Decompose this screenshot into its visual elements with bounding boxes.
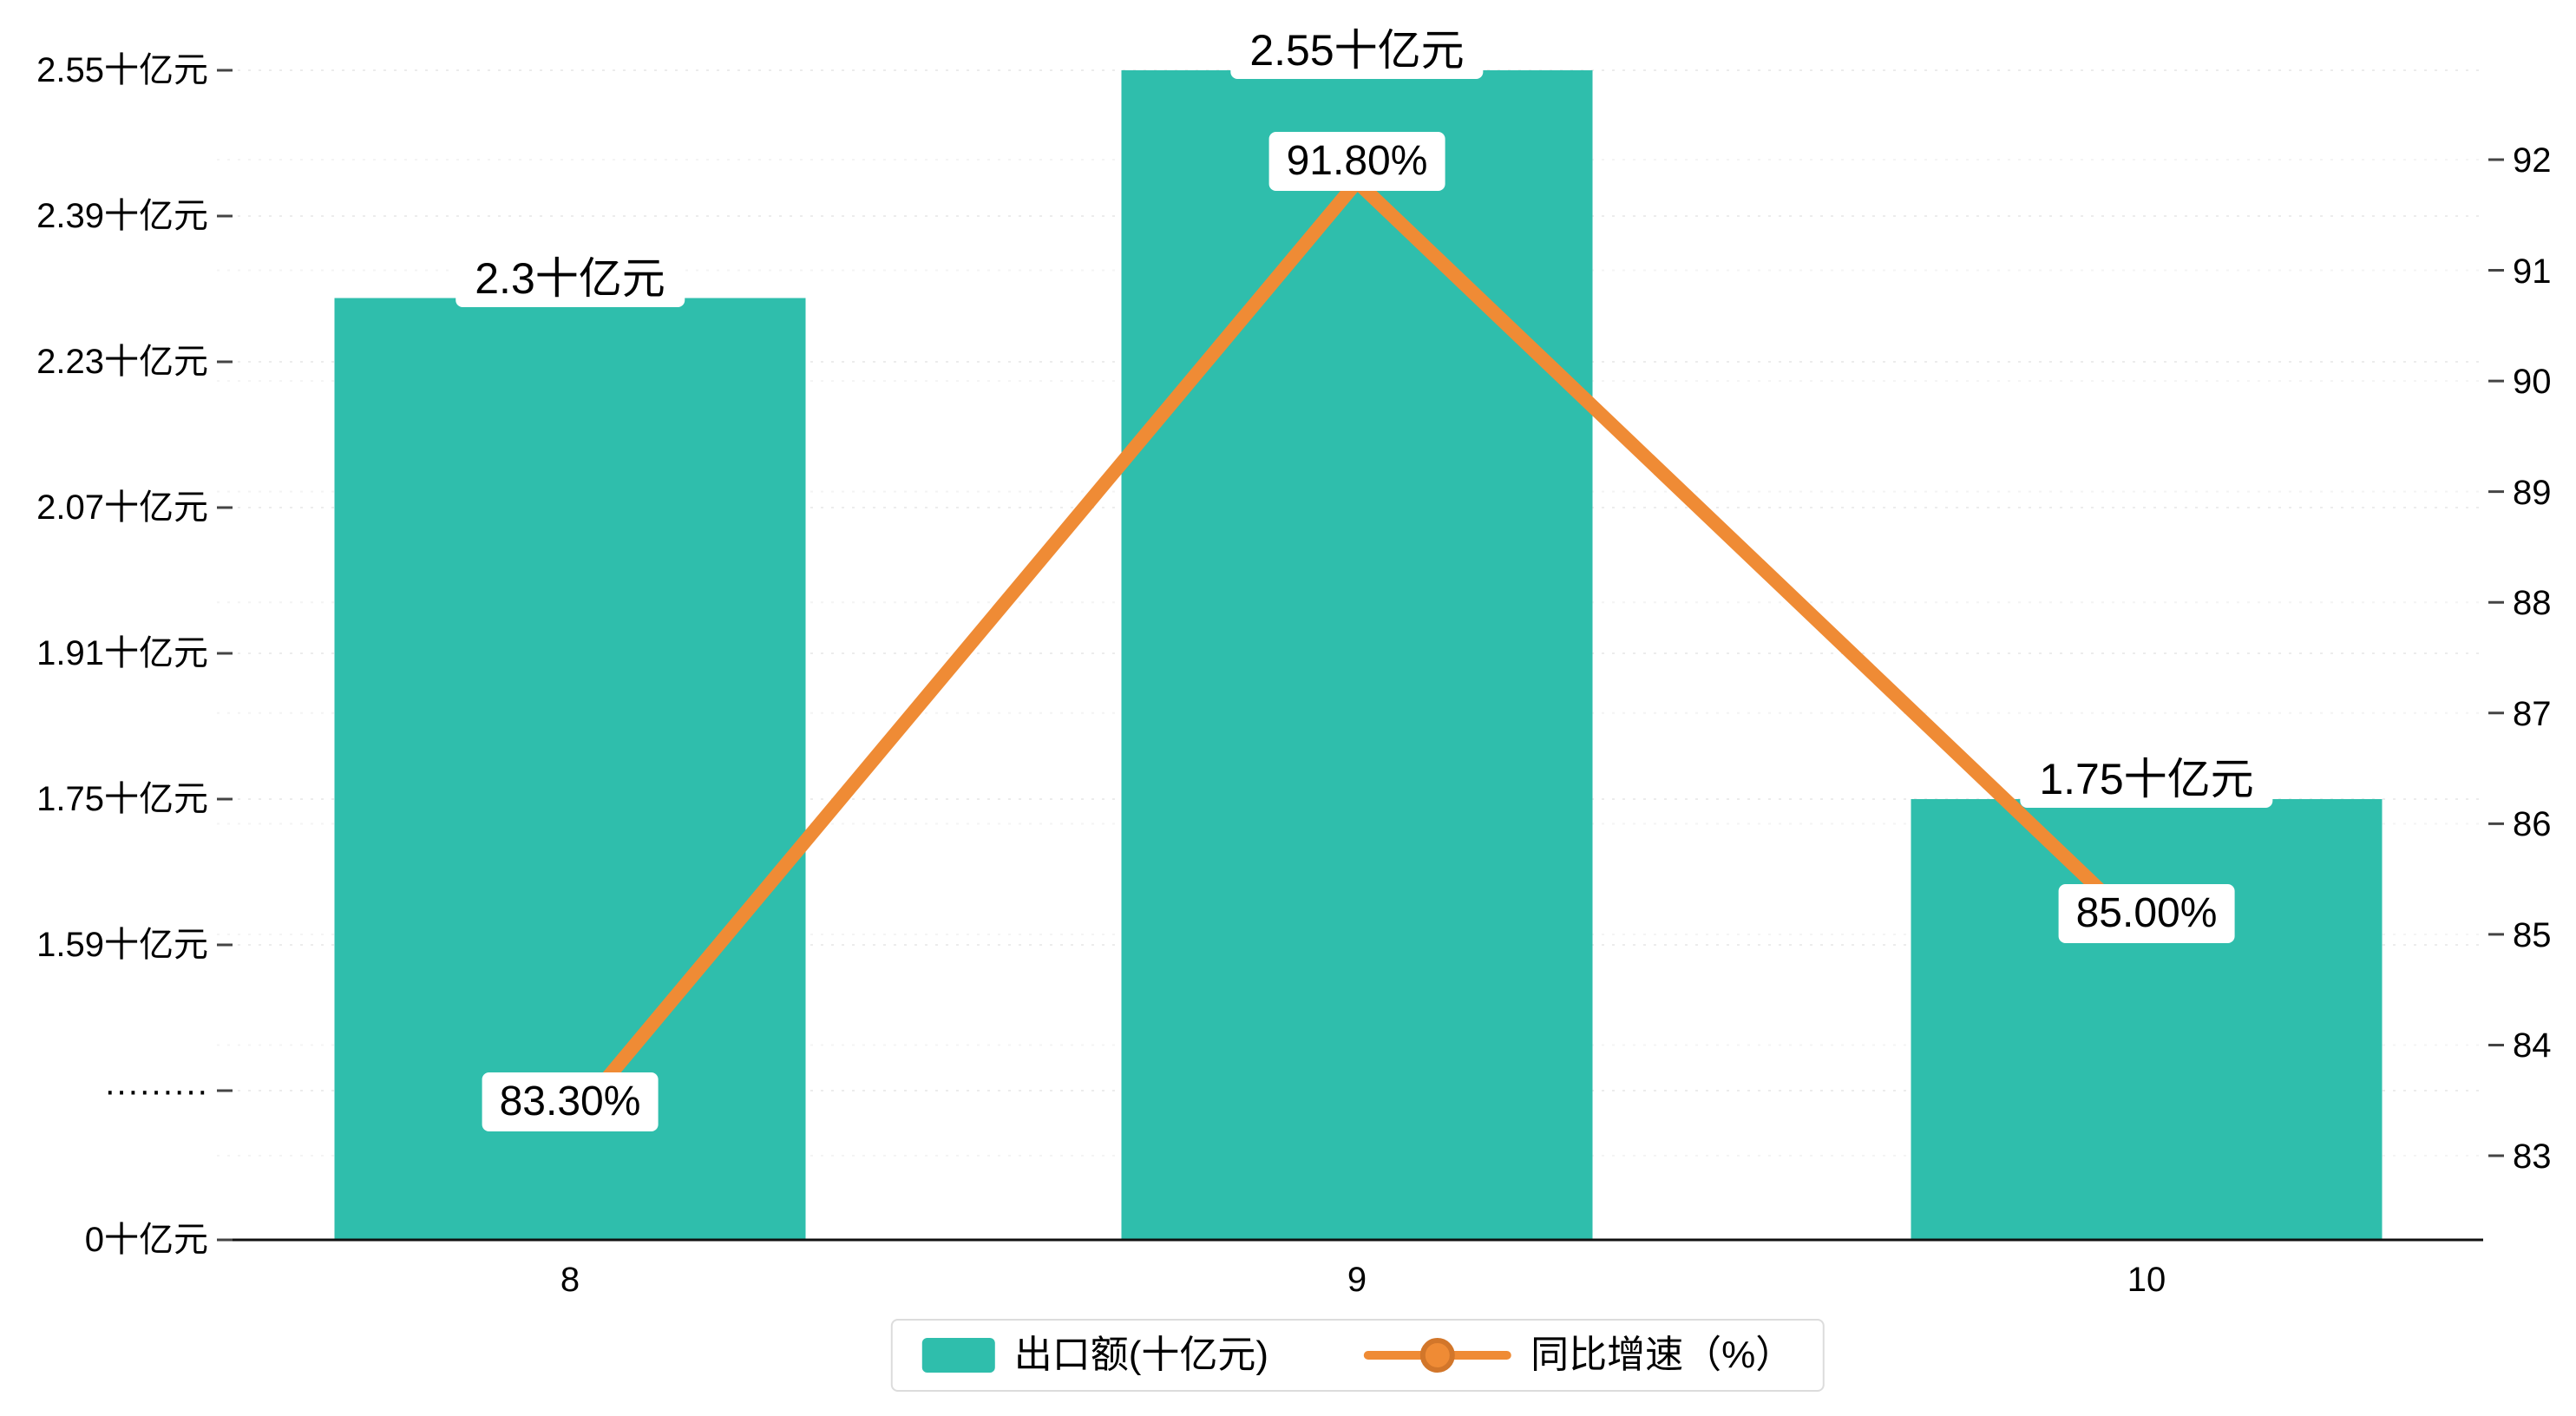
line-series-label: 同比增速（%）	[1531, 1334, 1794, 1376]
bar-9	[1121, 70, 1593, 1240]
legend-item-export[interactable]: 出口额(十亿元)	[921, 1333, 1269, 1378]
line-marker-dot-icon	[1420, 1338, 1456, 1373]
bar-series-swatch-icon	[921, 1338, 995, 1373]
line-series-swatch-icon	[1364, 1336, 1512, 1374]
bar-8	[334, 298, 806, 1240]
bar-series-label: 出口额(十亿元)	[1013, 1334, 1269, 1376]
legend-item-growth[interactable]: 同比增速（%）	[1364, 1333, 1793, 1378]
bar-10	[1911, 799, 2383, 1240]
legend: 出口额(十亿元) 同比增速（%）	[890, 1319, 1825, 1392]
